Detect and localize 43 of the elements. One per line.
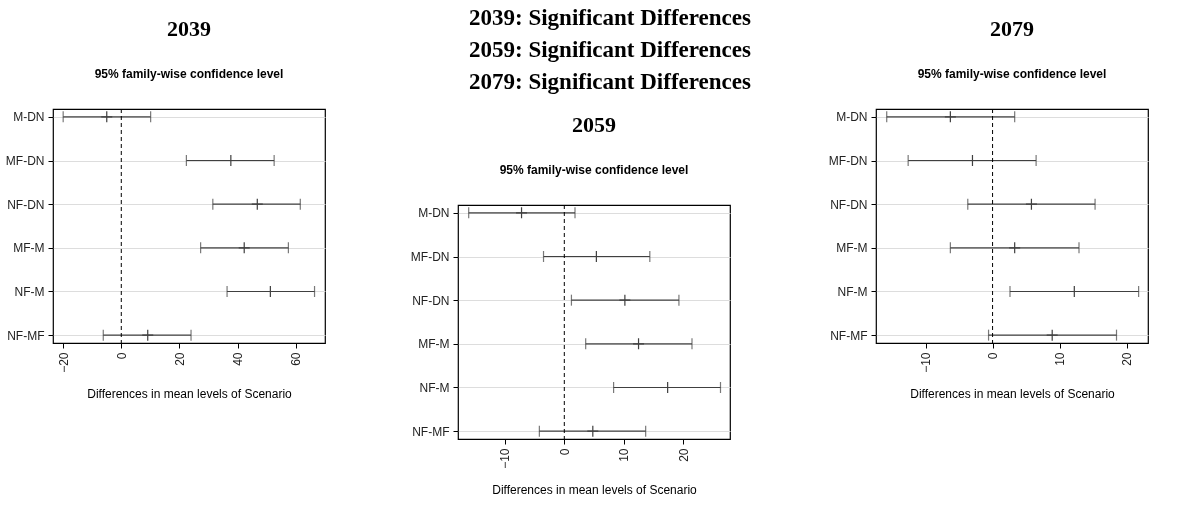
chart-title: 2079	[990, 15, 1034, 41]
y-tick-label: NF-M	[837, 284, 868, 299]
x-tick-label: −10	[498, 448, 513, 469]
x-axis-title: Differences in mean levels of Scenario	[87, 386, 293, 401]
x-axis-title: Differences in mean levels of Scenario	[492, 482, 698, 497]
chart-subtitle: 95% family-wise confidence level	[94, 66, 284, 81]
y-tick-label: NF-DN	[7, 197, 45, 212]
x-axis-title: Differences in mean levels of Scenario	[910, 386, 1116, 401]
y-tick-label: M-DN	[418, 206, 450, 221]
x-tick-label: 0	[557, 448, 572, 456]
y-tick-label: NF-MF	[412, 424, 450, 439]
x-tick-label: −20	[56, 352, 71, 373]
x-tick-label: 60	[289, 352, 304, 366]
y-tick-label: NF-M	[419, 380, 450, 395]
x-tick-label: 0	[114, 352, 129, 360]
y-tick-label: NF-DN	[412, 293, 450, 308]
x-tick-label: 20	[172, 352, 187, 366]
x-tick-label: 10	[617, 448, 632, 462]
x-tick-label: 10	[1053, 352, 1068, 366]
chart-title: 2059	[572, 111, 616, 137]
x-tick-label: −10	[919, 352, 934, 373]
text: 2079: Significant Differences	[469, 69, 751, 94]
x-tick-label: 40	[231, 352, 246, 366]
y-tick-label: MF-DN	[5, 154, 45, 169]
chart-subtitle: 95% family-wise confidence level	[499, 162, 689, 177]
text: 2059: Significant Differences	[469, 37, 751, 62]
y-tick-label: MF-M	[836, 241, 868, 256]
y-tick-label: NF-DN	[830, 197, 868, 212]
x-tick-label: 0	[986, 352, 1001, 360]
y-tick-label: NF-MF	[7, 328, 45, 343]
chart-title: 2039	[167, 15, 211, 41]
y-tick-label: MF-DN	[410, 250, 450, 265]
x-tick-label: 20	[676, 448, 691, 462]
y-tick-label: M-DN	[836, 110, 868, 125]
y-tick-label: NF-MF	[830, 328, 868, 343]
chart-subtitle: 95% family-wise confidence level	[917, 66, 1107, 81]
y-tick-label: MF-M	[13, 241, 45, 256]
x-tick-label: 20	[1120, 352, 1135, 366]
y-tick-label: MF-M	[418, 337, 450, 352]
y-tick-label: M-DN	[13, 110, 45, 125]
y-tick-label: NF-M	[14, 284, 45, 299]
y-tick-label: MF-DN	[828, 154, 868, 169]
text: 2039: Significant Differences	[469, 5, 751, 30]
